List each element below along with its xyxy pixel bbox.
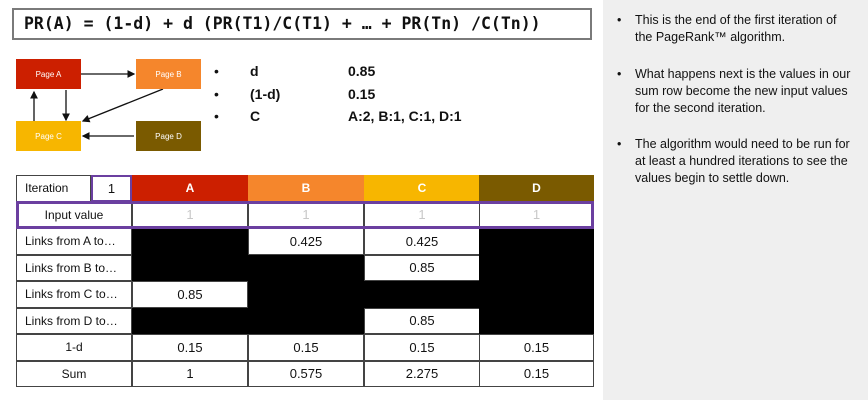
table-cell: 0.85 — [364, 307, 480, 334]
note-text: What happens next is the values in our s… — [635, 67, 851, 115]
arrow-b-to-c — [81, 88, 164, 123]
row-label: 1-d — [16, 334, 132, 361]
param-name: (1-d) — [250, 86, 281, 102]
bullet: • — [214, 63, 219, 79]
column-header-a: A — [132, 175, 248, 202]
table-cell-empty — [364, 281, 480, 308]
bullet: • — [214, 108, 219, 124]
row-label: Links from C to… — [16, 281, 132, 308]
table-cell: 1 — [132, 201, 248, 228]
pagerank-formula: PR(A) = (1-d) + d (PR(T1)/C(T1) + … + PR… — [12, 8, 592, 40]
table-cell: 0.425 — [364, 228, 480, 255]
param-value: A:2, B:1, C:1, D:1 — [348, 108, 462, 124]
param-value: 0.85 — [348, 63, 376, 79]
row-label: Links from A to… — [16, 228, 132, 255]
table-cell: 0.15 — [132, 334, 248, 361]
param-name: d — [250, 63, 259, 79]
table-cell: 0.15 — [479, 360, 594, 387]
table-cell: 0.85 — [364, 254, 480, 281]
iteration-label: Iteration — [16, 175, 91, 202]
table-cell-empty — [132, 254, 248, 281]
table-cell-empty — [479, 254, 594, 281]
node-page-d: Page D — [136, 121, 201, 151]
table-cell: 0.15 — [364, 334, 480, 361]
param-value: 0.15 — [348, 86, 376, 102]
table-cell: 1 — [132, 360, 248, 387]
node-page-a: Page A — [16, 59, 81, 89]
table-cell-empty — [479, 307, 594, 334]
table-cell-empty — [479, 281, 594, 308]
diagram-arrows — [30, 70, 164, 140]
bullet: • — [617, 67, 622, 81]
row-label: Links from D to… — [16, 307, 132, 334]
table-cell: 1 — [248, 201, 364, 228]
row-label: Sum — [16, 360, 132, 387]
column-header-d: D — [479, 175, 594, 202]
node-page-c: Page C — [16, 121, 81, 151]
row-label: Links from B to… — [16, 254, 132, 281]
pagerank-table: Iteration 1 A B C D Input value 1 1 1 1 Links from … — [16, 175, 594, 387]
table-cell: 0.575 — [248, 360, 364, 387]
column-header-b: B — [248, 175, 364, 202]
row-label: Input value — [16, 201, 132, 228]
table-cell-empty — [248, 307, 364, 334]
table-cell-empty — [248, 254, 364, 281]
bullet: • — [617, 13, 622, 27]
table-cell: 0.15 — [479, 334, 594, 361]
note-text: This is the end of the first iteration o… — [635, 13, 837, 44]
table-cell: 0.425 — [248, 228, 364, 255]
table-cell: 1 — [479, 201, 594, 228]
column-header-c: C — [364, 175, 480, 202]
param-name: C — [250, 108, 261, 124]
table-cell: 0.85 — [132, 281, 248, 308]
table-cell-empty — [248, 281, 364, 308]
bullet: • — [617, 137, 622, 151]
table-cell: 2.275 — [364, 360, 480, 387]
table-cell-empty — [132, 307, 248, 334]
slide: PR(A) = (1-d) + d (PR(T1)/C(T1) + … + PR… — [12, 8, 594, 387]
note-text: The algorithm would need to be run for a… — [635, 137, 850, 185]
table-cell-empty — [132, 228, 248, 255]
iteration-number: 1 — [91, 175, 132, 202]
speaker-notes: • This is the end of the first iteration… — [603, 0, 868, 400]
table-cell-empty — [479, 228, 594, 255]
table-cell: 1 — [364, 201, 480, 228]
table-cell: 0.15 — [248, 334, 364, 361]
bullet: • — [214, 86, 219, 102]
node-page-b: Page B — [136, 59, 201, 89]
